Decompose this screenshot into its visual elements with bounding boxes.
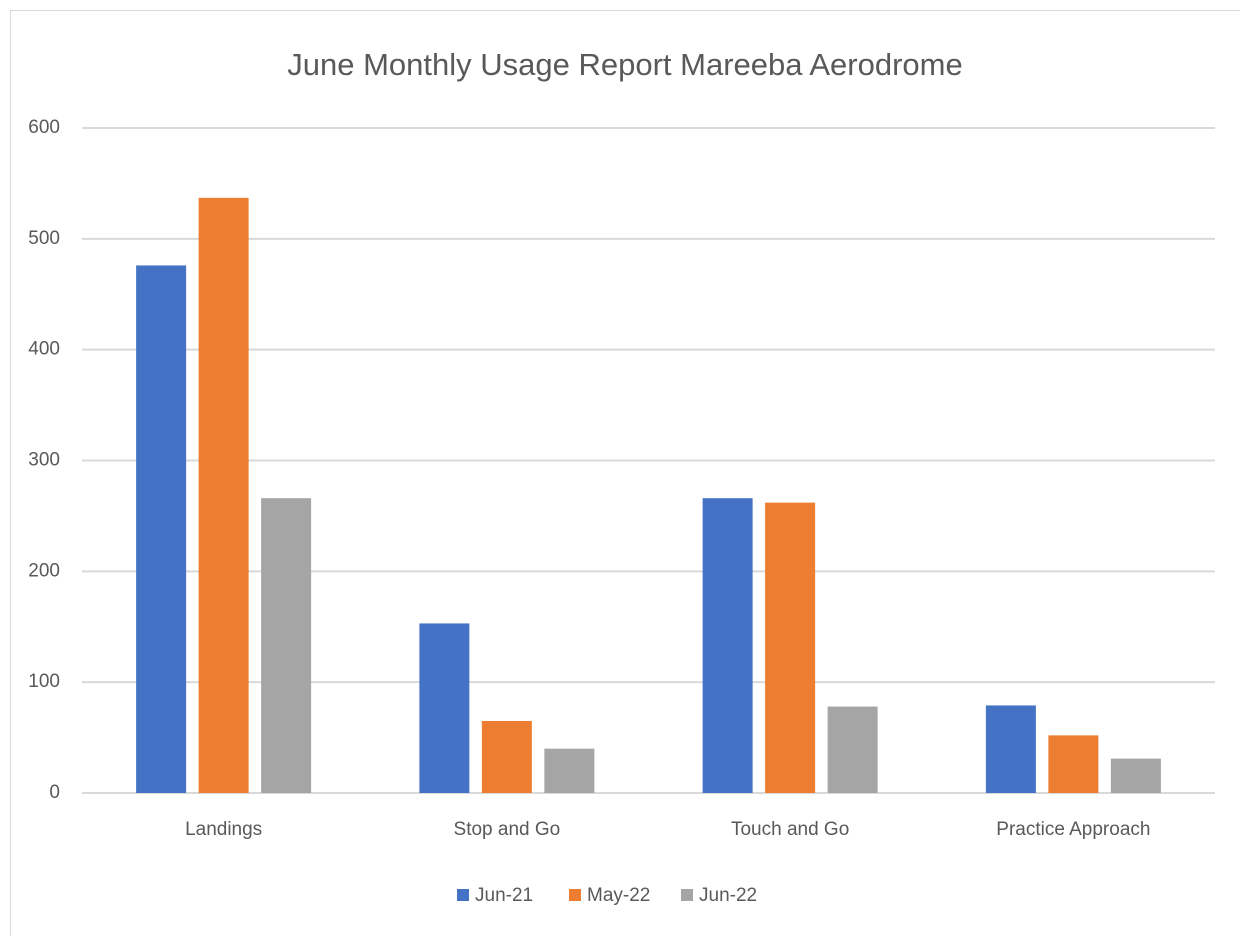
- bar: [198, 197, 249, 793]
- bar: [1048, 735, 1099, 793]
- x-tick-label: Landings: [185, 819, 262, 840]
- bar: [481, 720, 532, 793]
- legend-label: May-22: [587, 885, 650, 906]
- legend-label: Jun-21: [475, 885, 533, 906]
- x-tick-label: Stop and Go: [454, 819, 561, 840]
- bar: [261, 498, 312, 793]
- y-tick-label: 400: [28, 339, 60, 360]
- bar: [985, 705, 1036, 793]
- bar: [136, 265, 187, 793]
- y-tick-label: 100: [28, 671, 60, 692]
- chart-title: June Monthly Usage Report Mareeba Aerodr…: [287, 47, 962, 82]
- x-tick-label: Practice Approach: [996, 819, 1150, 840]
- bar: [419, 623, 470, 793]
- bar: [544, 748, 595, 793]
- legend-swatch: [569, 889, 581, 901]
- legend-swatch: [457, 889, 469, 901]
- bar: [827, 706, 878, 793]
- bar: [702, 498, 753, 793]
- legend-swatch: [681, 889, 693, 901]
- x-tick-label: Touch and Go: [731, 819, 849, 840]
- chart-frame: [10, 10, 1240, 936]
- y-tick-label: 300: [28, 450, 60, 471]
- y-tick-label: 600: [28, 117, 60, 138]
- legend-label: Jun-22: [699, 885, 757, 906]
- bar: [765, 502, 816, 793]
- y-tick-label: 500: [28, 228, 60, 249]
- y-tick-label: 200: [28, 560, 60, 581]
- bar: [1110, 758, 1161, 793]
- y-tick-label: 0: [49, 782, 60, 803]
